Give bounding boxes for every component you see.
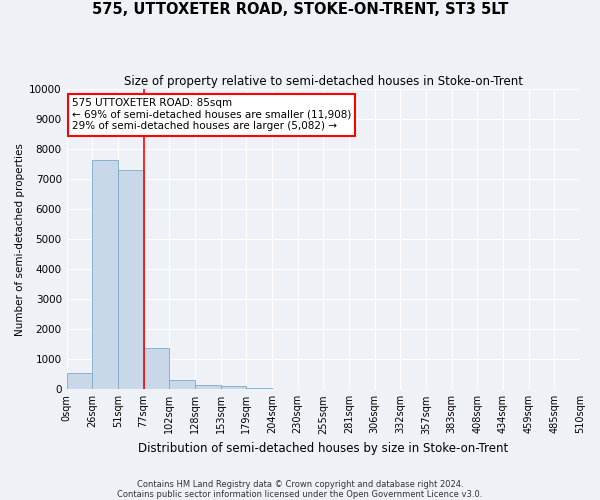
Bar	[195, 385, 221, 390]
Bar	[169, 380, 195, 390]
Bar	[92, 160, 118, 390]
Bar	[67, 373, 92, 390]
Bar	[247, 388, 272, 390]
Bar	[221, 386, 247, 390]
Title: Size of property relative to semi-detached houses in Stoke-on-Trent: Size of property relative to semi-detach…	[124, 75, 523, 88]
Text: 575, UTTOXETER ROAD, STOKE-ON-TRENT, ST3 5LT: 575, UTTOXETER ROAD, STOKE-ON-TRENT, ST3…	[92, 2, 508, 18]
Text: 575 UTTOXETER ROAD: 85sqm
← 69% of semi-detached houses are smaller (11,908)
29%: 575 UTTOXETER ROAD: 85sqm ← 69% of semi-…	[72, 98, 351, 132]
Text: Contains HM Land Registry data © Crown copyright and database right 2024.
Contai: Contains HM Land Registry data © Crown c…	[118, 480, 482, 499]
Y-axis label: Number of semi-detached properties: Number of semi-detached properties	[15, 143, 25, 336]
Bar	[143, 348, 169, 390]
X-axis label: Distribution of semi-detached houses by size in Stoke-on-Trent: Distribution of semi-detached houses by …	[138, 442, 508, 455]
Bar	[118, 170, 143, 390]
